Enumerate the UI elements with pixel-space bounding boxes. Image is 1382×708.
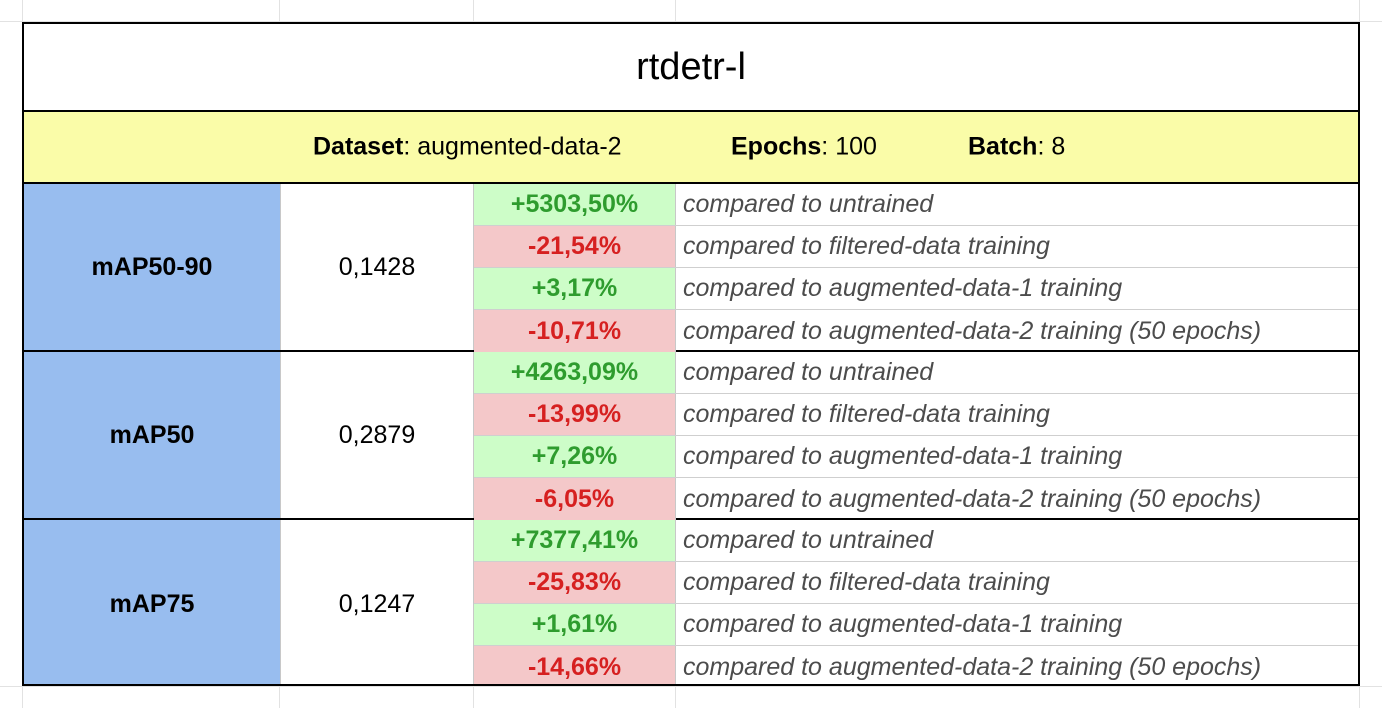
- percent-increase-cell[interactable]: +7,26%: [474, 436, 676, 477]
- batch-info: Batch: 8: [968, 132, 1066, 161]
- comparison-row: +5303,50% compared to untrained: [474, 184, 1358, 226]
- comparison-row: +7,26% compared to augmented-data-1 train…: [474, 436, 1358, 478]
- percent-decrease-cell[interactable]: -10,71%: [474, 310, 676, 352]
- training-info-row[interactable]: Dataset: augmented-data-2 Epochs: 100 Ba…: [24, 112, 1358, 184]
- epochs-label: Epochs: [731, 132, 822, 161]
- comparison-row: +4263,09% compared to untrained: [474, 352, 1358, 394]
- dataset-value: augmented-data-2: [417, 132, 622, 161]
- dataset-info: Dataset: augmented-data-2: [313, 132, 622, 161]
- comparison-description-cell[interactable]: compared to filtered-data training: [683, 400, 1050, 428]
- percent-decrease-cell[interactable]: -6,05%: [474, 478, 676, 520]
- comparison-description-cell[interactable]: compared to filtered-data training: [683, 232, 1050, 260]
- comparison-description-cell[interactable]: compared to augmented-data-2 training (5…: [683, 484, 1262, 513]
- comparison-row: -13,99% compared to filtered-data trainin…: [474, 394, 1358, 436]
- grid-line: [0, 686, 1382, 687]
- batch-value: 8: [1051, 132, 1066, 161]
- percent-decrease-cell[interactable]: -25,83%: [474, 562, 676, 603]
- table-title-cell[interactable]: rtdetr-l: [24, 24, 1358, 112]
- comparison-description-cell[interactable]: compared to augmented-data-1 training: [683, 442, 1123, 470]
- comparison-row: -14,66% compared to augmented-data-2 trai…: [474, 646, 1358, 684]
- comparison-row: -6,05% compared to augmented-data-2 train…: [474, 478, 1358, 520]
- comparison-row: -25,83% compared to filtered-data trainin…: [474, 562, 1358, 604]
- metric-name-cell[interactable]: mAP50-90: [24, 184, 281, 350]
- comparison-description-cell[interactable]: compared to augmented-data-2 training (5…: [683, 316, 1262, 345]
- percent-increase-cell[interactable]: +1,61%: [474, 604, 676, 645]
- percent-increase-cell[interactable]: +4263,09%: [474, 352, 676, 393]
- percent-increase-cell[interactable]: +3,17%: [474, 268, 676, 309]
- percent-increase-cell[interactable]: +7377,41%: [474, 520, 676, 561]
- table-title: rtdetr-l: [636, 45, 746, 88]
- grid-line: [0, 21, 1382, 22]
- comparison-row: +7377,41% compared to untrained: [474, 520, 1358, 562]
- percent-decrease-cell[interactable]: -13,99%: [474, 394, 676, 435]
- metric-value-cell[interactable]: 0,1247: [281, 520, 474, 684]
- metric-value-cell[interactable]: 0,1428: [281, 184, 474, 350]
- comparison-row: +1,61% compared to augmented-data-1 train…: [474, 604, 1358, 646]
- comparison-description-cell[interactable]: compared to untrained: [683, 190, 934, 218]
- metric-block: mAP50 0,2879 +4263,09% compared to untraine…: [24, 352, 1358, 520]
- comparison-description-cell[interactable]: compared to untrained: [683, 526, 934, 554]
- dataset-label: Dataset: [313, 132, 404, 161]
- comparison-description-cell[interactable]: compared to untrained: [683, 358, 934, 386]
- metric-name-cell[interactable]: mAP50: [24, 352, 281, 518]
- comparison-row: +3,17% compared to augmented-data-1 train…: [474, 268, 1358, 310]
- comparison-row: -21,54% compared to filtered-data trainin…: [474, 226, 1358, 268]
- metric-name-cell[interactable]: mAP75: [24, 520, 281, 684]
- percent-decrease-cell[interactable]: -14,66%: [474, 646, 676, 684]
- percent-decrease-cell[interactable]: -21,54%: [474, 226, 676, 267]
- metric-value-cell[interactable]: 0,2879: [281, 352, 474, 518]
- batch-label: Batch: [968, 132, 1038, 161]
- comparison-description-cell[interactable]: compared to augmented-data-2 training (5…: [683, 652, 1262, 681]
- comparison-description-cell[interactable]: compared to filtered-data training: [683, 568, 1050, 596]
- comparison-description-cell[interactable]: compared to augmented-data-1 training: [683, 610, 1123, 638]
- comparison-row: -10,71% compared to augmented-data-2 trai…: [474, 310, 1358, 352]
- comparison-description-cell[interactable]: compared to augmented-data-1 training: [683, 274, 1123, 302]
- epochs-info: Epochs: 100: [731, 132, 877, 161]
- metric-block: mAP50-90 0,1428 +5303,50% compared to untra…: [24, 184, 1358, 352]
- metric-block: mAP75 0,1247 +7377,41% compared to untraine…: [24, 520, 1358, 684]
- results-table: rtdetr-l Dataset: augmented-data-2 Epoch…: [22, 22, 1360, 686]
- percent-increase-cell[interactable]: +5303,50%: [474, 184, 676, 225]
- epochs-value: 100: [835, 132, 877, 161]
